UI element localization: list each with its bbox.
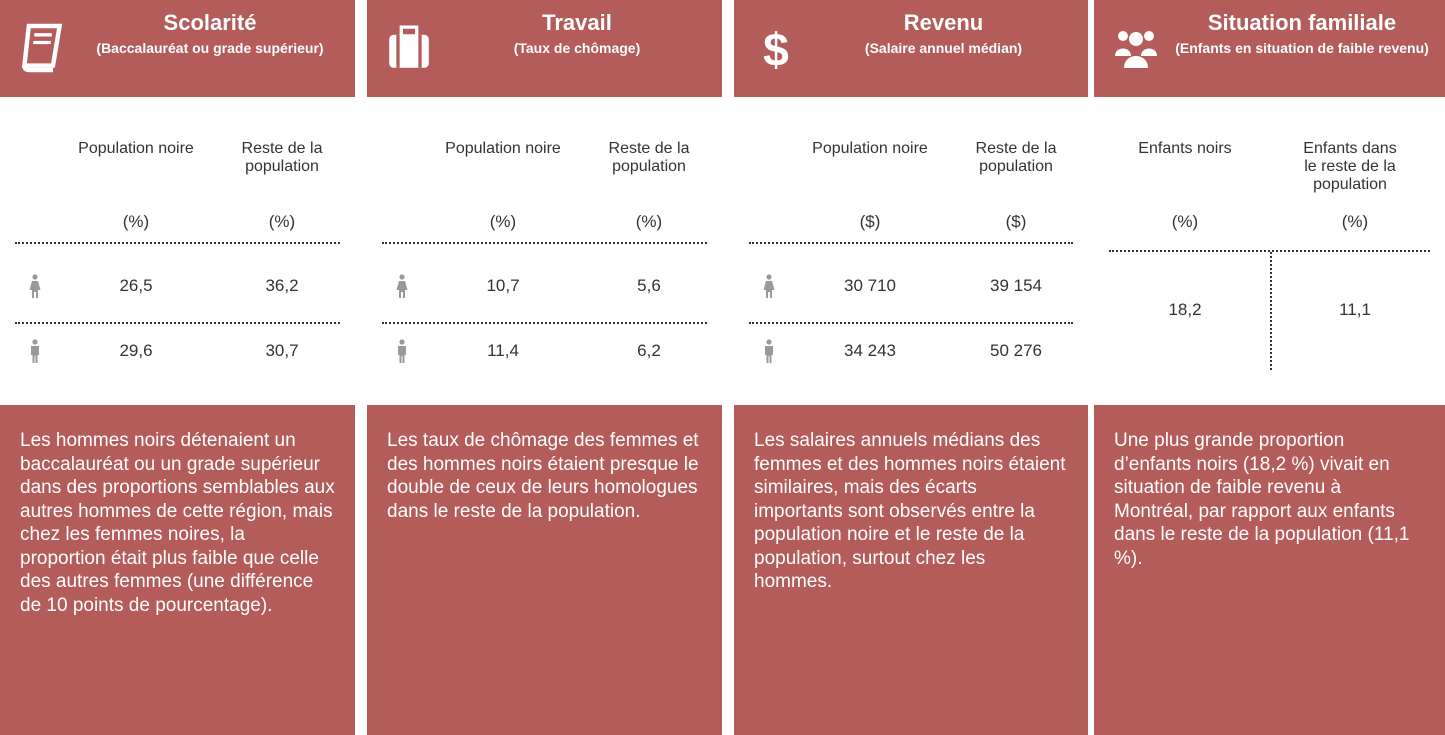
panel-subtitle: (Baccalauréat ou grade supérieur): [96, 40, 324, 56]
woman-icon: [29, 274, 41, 298]
value: 50 276: [990, 341, 1042, 360]
divider: [1109, 250, 1430, 252]
value: 10,7: [486, 276, 520, 295]
column-header: Reste de la population: [975, 140, 1057, 175]
value: 39 154: [990, 276, 1042, 295]
panel-title: Travail: [542, 10, 612, 35]
panel-title: Scolarité: [163, 10, 257, 35]
column-header: Population noire: [78, 140, 194, 157]
value: 6,2: [637, 341, 661, 360]
column-header: Population noire: [812, 140, 928, 157]
value: 30,7: [265, 341, 299, 360]
value: 29,6: [119, 341, 153, 360]
value: 11,4: [487, 341, 519, 360]
divider: [15, 322, 340, 324]
value: 34 243: [844, 341, 896, 360]
column-unit: (%): [635, 212, 663, 231]
value: 5,6: [637, 276, 661, 295]
panel-title: Situation familiale: [1207, 10, 1397, 35]
column-unit: (%): [268, 212, 296, 231]
header-icon: [754, 22, 798, 74]
header-icon: [20, 22, 64, 74]
column-unit: (%): [1171, 212, 1199, 231]
column-header: Reste de la population: [608, 140, 690, 175]
panel-subtitle: (Taux de chômage): [513, 40, 641, 56]
panel-header: [1094, 0, 1445, 97]
panel-header: [734, 0, 1088, 97]
man-icon: [29, 339, 41, 363]
header-icon: [1114, 22, 1158, 74]
panel-text: Les taux de chômage des femmes et des ho…: [367, 405, 722, 735]
divider: [749, 242, 1073, 244]
woman-icon: [396, 274, 408, 298]
column-header: Enfants noirs: [1138, 140, 1232, 157]
column-header: Population noire: [445, 140, 561, 157]
panel-text: Une plus grande proportion d’enfants noi…: [1094, 405, 1445, 735]
man-icon: [763, 339, 775, 363]
value: 18,2: [1168, 300, 1202, 319]
panel-text: Les salaires annuels médians des femmes …: [734, 405, 1088, 735]
column-header: Reste de la population: [241, 140, 323, 175]
panel-subtitle: (Salaire annuel médian): [864, 40, 1023, 56]
column-unit: (%): [122, 212, 150, 231]
panel-subtitle: (Enfants en situation de faible revenu): [1175, 40, 1429, 56]
panel-header: [0, 0, 355, 97]
value: 36,2: [265, 276, 299, 295]
panel-text: Les hommes noirs détenaient un baccalaur…: [0, 405, 355, 735]
column-unit: ($): [1005, 212, 1027, 231]
value: 11,1: [1339, 300, 1371, 319]
divider: [382, 322, 707, 324]
column-unit: ($): [859, 212, 881, 231]
divider: [15, 242, 340, 244]
man-icon: [396, 339, 408, 363]
header-icon: [387, 22, 431, 74]
divider: [382, 242, 707, 244]
panel-title: Revenu: [903, 10, 984, 35]
woman-icon: [763, 274, 775, 298]
column-unit: (%): [1341, 212, 1369, 231]
divider: [1270, 252, 1272, 370]
divider: [749, 322, 1073, 324]
column-header: Enfants dans le reste de la population: [1303, 140, 1397, 193]
value: 26,5: [119, 276, 153, 295]
column-unit: (%): [489, 212, 517, 231]
value: 30 710: [844, 276, 896, 295]
